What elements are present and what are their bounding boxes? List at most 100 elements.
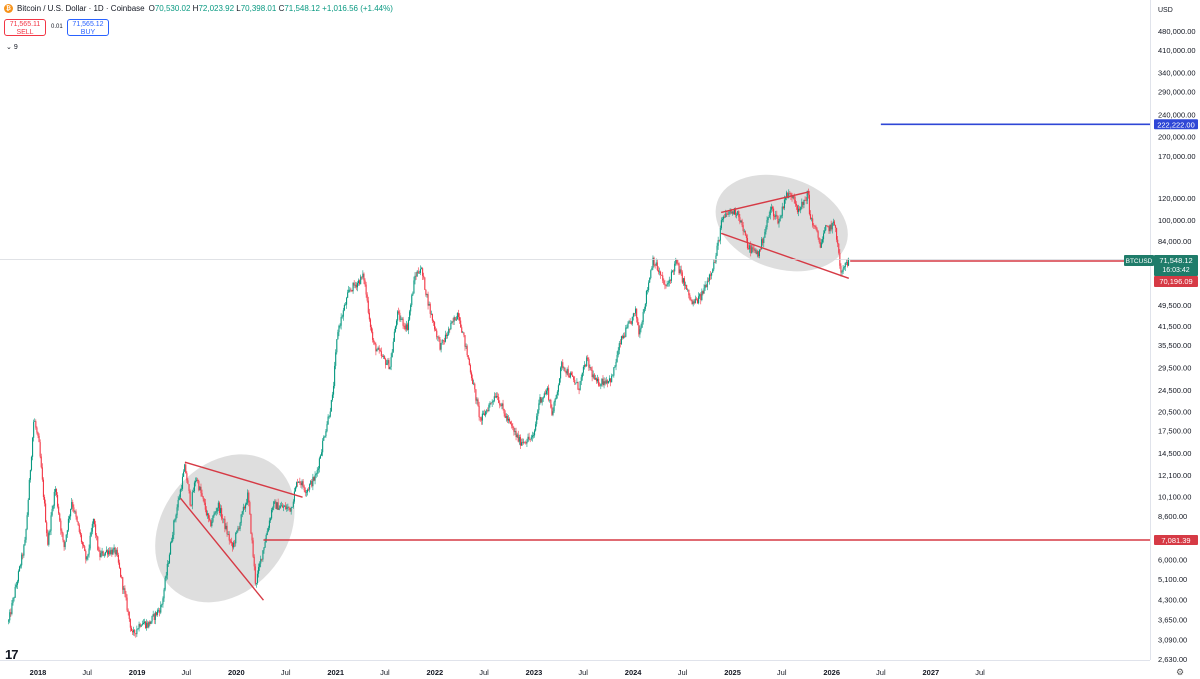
candle bbox=[255, 582, 257, 588]
candle-body bbox=[767, 217, 769, 221]
candle bbox=[613, 367, 615, 378]
candle-body bbox=[495, 396, 498, 398]
candle-body bbox=[77, 521, 79, 526]
candle bbox=[11, 600, 13, 616]
candle bbox=[497, 392, 499, 401]
candle bbox=[120, 567, 122, 578]
candle-body bbox=[617, 350, 619, 356]
trendline-1 bbox=[184, 461, 303, 498]
candle-body bbox=[783, 199, 785, 209]
candle-body bbox=[757, 251, 759, 257]
price-axis[interactable]: USD480,000.00410,000.00340,000.00290,000… bbox=[1150, 0, 1196, 664]
candle-body bbox=[840, 265, 842, 273]
candle bbox=[209, 515, 211, 522]
candle-body bbox=[103, 554, 105, 556]
candle-body bbox=[726, 213, 728, 215]
candle bbox=[806, 190, 808, 205]
candle bbox=[824, 227, 826, 234]
candle bbox=[88, 544, 90, 558]
candle bbox=[755, 248, 757, 255]
candle bbox=[241, 510, 243, 518]
candle bbox=[533, 428, 536, 438]
candle-body bbox=[274, 501, 276, 503]
time-tick-label: 2026 bbox=[823, 668, 840, 677]
candle bbox=[387, 358, 389, 366]
candle-body bbox=[752, 247, 754, 249]
candle-body bbox=[494, 396, 496, 398]
time-axis[interactable]: 2018 Jul 2019 Jul 2020 Jul 2021 Jul 2022 Jul 2023 J… bbox=[0, 660, 1150, 678]
candle bbox=[563, 366, 565, 372]
candle bbox=[556, 390, 558, 399]
candle-body bbox=[623, 335, 625, 338]
buy-button[interactable]: 71,565.12 BUY bbox=[67, 19, 109, 36]
chevron-down-icon: ⌄ bbox=[6, 44, 12, 51]
candle bbox=[309, 483, 311, 493]
candle-body bbox=[55, 488, 58, 495]
candle bbox=[818, 237, 820, 244]
candle-body bbox=[643, 308, 645, 313]
candle bbox=[297, 478, 299, 487]
candle bbox=[653, 256, 655, 268]
candle-body bbox=[249, 502, 251, 515]
candle-body bbox=[323, 436, 325, 441]
candle bbox=[311, 478, 313, 488]
candle bbox=[789, 190, 791, 195]
candle-body bbox=[76, 516, 78, 522]
candle-body bbox=[378, 347, 380, 351]
candle bbox=[190, 504, 192, 507]
low-price-tag bbox=[1154, 276, 1198, 287]
candle bbox=[732, 210, 734, 215]
candle-body bbox=[799, 208, 801, 211]
candle bbox=[217, 500, 219, 512]
price-change: +1,016.56 (+1.44%) bbox=[322, 4, 393, 13]
candle bbox=[296, 481, 298, 489]
candle-body bbox=[718, 240, 720, 241]
candle bbox=[508, 417, 511, 424]
candle bbox=[201, 489, 203, 497]
candle bbox=[124, 585, 126, 598]
candle bbox=[717, 236, 719, 250]
candle-body bbox=[507, 418, 510, 421]
candle-body bbox=[782, 206, 784, 209]
candle-body bbox=[112, 549, 114, 555]
candle bbox=[379, 348, 381, 352]
tradingview-logo[interactable]: 17 bbox=[5, 647, 19, 662]
candle bbox=[442, 339, 444, 345]
candle-body bbox=[774, 216, 776, 217]
candle-body bbox=[154, 612, 156, 620]
candle-body bbox=[67, 518, 69, 531]
candle-body bbox=[597, 378, 599, 382]
candle-body bbox=[49, 530, 51, 533]
candle-body bbox=[106, 550, 109, 555]
settings-gear-icon[interactable]: ⚙ bbox=[1176, 667, 1185, 677]
candle-body bbox=[686, 284, 688, 290]
candle-body bbox=[574, 379, 576, 383]
candle bbox=[567, 365, 569, 378]
candle-body bbox=[796, 205, 799, 213]
candle bbox=[808, 190, 810, 216]
candle bbox=[93, 518, 96, 528]
candle bbox=[663, 278, 665, 286]
candle bbox=[651, 266, 653, 271]
price-tick-label: 6,000.00 bbox=[1158, 555, 1187, 564]
indicators-toggle[interactable]: ⌄ 9 bbox=[6, 43, 18, 51]
symbol-title[interactable]: Bitcoin / U.S. Dollar · 1D · Coinbase bbox=[17, 4, 145, 13]
candle bbox=[409, 309, 411, 321]
time-tick-label: 2020 bbox=[228, 668, 245, 677]
candle bbox=[623, 332, 625, 340]
candle bbox=[373, 337, 375, 345]
candle bbox=[638, 322, 640, 337]
candle-body bbox=[827, 226, 829, 228]
candle bbox=[847, 257, 850, 267]
candle bbox=[838, 243, 840, 255]
candle-body bbox=[280, 505, 282, 507]
candle bbox=[813, 223, 815, 229]
candle-body bbox=[197, 479, 199, 482]
candle bbox=[447, 331, 449, 339]
candle-body bbox=[572, 375, 574, 377]
candle bbox=[73, 504, 75, 514]
candle-body bbox=[163, 589, 165, 599]
sell-button[interactable]: 71,565.11 SELL bbox=[4, 19, 46, 36]
candle bbox=[40, 453, 42, 469]
